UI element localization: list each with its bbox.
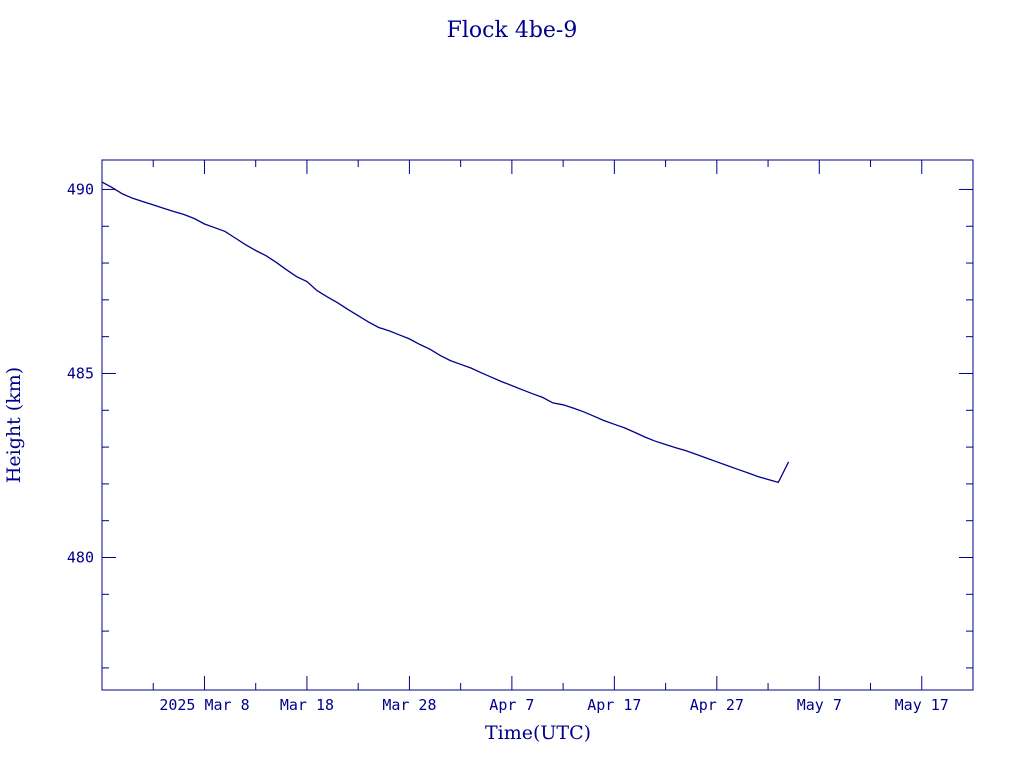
y-axis: 480 485 490 (67, 180, 973, 669)
plot-frame (101, 159, 974, 691)
x-tick-label: Apr 7 (489, 696, 534, 714)
x-axis: 2025 Mar 8 Mar 18 Mar 28 Apr 7 Apr 17 Apr 27 M… (152, 160, 974, 714)
x-tick-label: May 7 (797, 696, 842, 714)
y-tick-label: 480 (67, 549, 94, 567)
height-series-line (101, 181, 790, 484)
x-axis-label: Time(UTC) (485, 722, 591, 744)
y-axis-label: Height (km) (3, 367, 25, 483)
x-tick-label: Apr 17 (587, 696, 641, 714)
x-tick-label: Mar 18 (280, 696, 334, 714)
x-tick-label: May 17 (895, 696, 949, 714)
y-tick-label: 485 (67, 364, 94, 382)
x-tick-label: Mar 28 (382, 696, 436, 714)
x-tick-label: 2025 Mar 8 (159, 696, 249, 714)
x-tick-label: Apr 27 (690, 696, 744, 714)
y-tick-label: 490 (67, 180, 94, 198)
chart-title: Flock 4be-9 (447, 18, 578, 43)
